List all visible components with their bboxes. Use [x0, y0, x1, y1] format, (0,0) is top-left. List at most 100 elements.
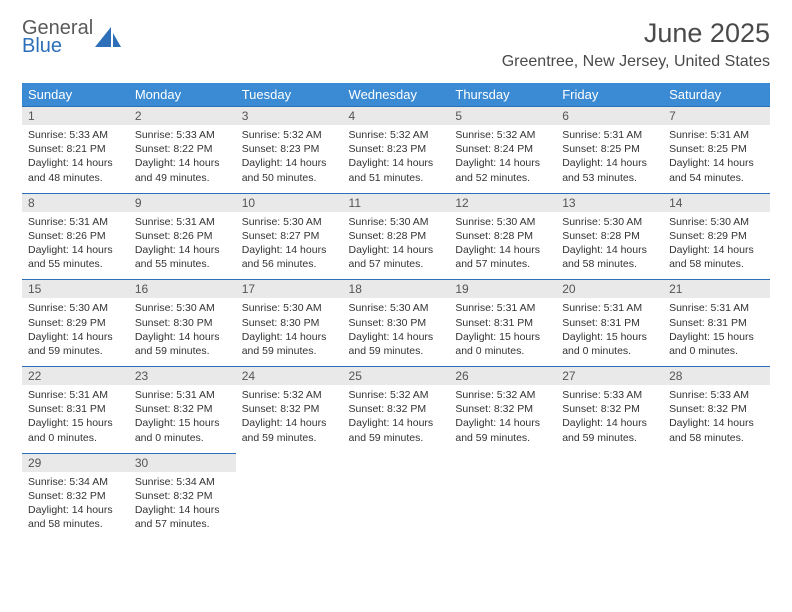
day-details: Sunrise: 5:30 AMSunset: 8:29 PMDaylight:… — [663, 212, 770, 280]
daylight-line: Daylight: 14 hours and 59 minutes. — [349, 330, 444, 358]
empty-cell — [449, 472, 556, 540]
sunrise-line: Sunrise: 5:30 AM — [28, 301, 123, 315]
empty-cell — [236, 472, 343, 540]
weekday-header: Saturday — [663, 83, 770, 107]
sunrise-line: Sunrise: 5:30 AM — [349, 215, 444, 229]
sunrise-line: Sunrise: 5:32 AM — [455, 388, 550, 402]
daylight-line: Daylight: 14 hours and 55 minutes. — [28, 243, 123, 271]
sunset-line: Sunset: 8:28 PM — [349, 229, 444, 243]
day-number: 27 — [556, 367, 663, 386]
weekday-header-row: Sunday Monday Tuesday Wednesday Thursday… — [22, 83, 770, 107]
sunrise-line: Sunrise: 5:30 AM — [135, 301, 230, 315]
day-details: Sunrise: 5:30 AMSunset: 8:30 PMDaylight:… — [343, 298, 450, 366]
sunrise-line: Sunrise: 5:31 AM — [562, 301, 657, 315]
day-detail-row: Sunrise: 5:31 AMSunset: 8:31 PMDaylight:… — [22, 385, 770, 453]
brand-word-2: Blue — [22, 36, 93, 56]
daylight-line: Daylight: 15 hours and 0 minutes. — [562, 330, 657, 358]
sunrise-line: Sunrise: 5:30 AM — [669, 215, 764, 229]
sunrise-line: Sunrise: 5:30 AM — [242, 301, 337, 315]
sunset-line: Sunset: 8:25 PM — [562, 142, 657, 156]
day-number: 20 — [556, 280, 663, 299]
daylight-line: Daylight: 14 hours and 59 minutes. — [242, 416, 337, 444]
sunrise-line: Sunrise: 5:32 AM — [349, 388, 444, 402]
day-number-row: 891011121314 — [22, 193, 770, 212]
daylight-line: Daylight: 15 hours and 0 minutes. — [455, 330, 550, 358]
sunset-line: Sunset: 8:29 PM — [669, 229, 764, 243]
day-detail-row: Sunrise: 5:33 AMSunset: 8:21 PMDaylight:… — [22, 125, 770, 193]
day-detail-row: Sunrise: 5:31 AMSunset: 8:26 PMDaylight:… — [22, 212, 770, 280]
sunrise-line: Sunrise: 5:31 AM — [562, 128, 657, 142]
sunrise-line: Sunrise: 5:31 AM — [455, 301, 550, 315]
daylight-line: Daylight: 14 hours and 57 minutes. — [135, 503, 230, 531]
sunrise-line: Sunrise: 5:33 AM — [28, 128, 123, 142]
weekday-header: Tuesday — [236, 83, 343, 107]
daylight-line: Daylight: 14 hours and 52 minutes. — [455, 156, 550, 184]
day-number-row: 1234567 — [22, 107, 770, 126]
brand-sail-icon — [95, 27, 121, 49]
day-details: Sunrise: 5:31 AMSunset: 8:32 PMDaylight:… — [129, 385, 236, 453]
sunrise-line: Sunrise: 5:33 AM — [135, 128, 230, 142]
weekday-header: Friday — [556, 83, 663, 107]
daylight-line: Daylight: 14 hours and 54 minutes. — [669, 156, 764, 184]
day-details: Sunrise: 5:31 AMSunset: 8:31 PMDaylight:… — [449, 298, 556, 366]
day-detail-row: Sunrise: 5:30 AMSunset: 8:29 PMDaylight:… — [22, 298, 770, 366]
day-number: 30 — [129, 453, 236, 472]
title-block: June 2025 Greentree, New Jersey, United … — [502, 18, 770, 71]
sunrise-line: Sunrise: 5:30 AM — [349, 301, 444, 315]
day-number: 4 — [343, 107, 450, 126]
sunrise-line: Sunrise: 5:31 AM — [135, 388, 230, 402]
sunrise-line: Sunrise: 5:34 AM — [135, 475, 230, 489]
daylight-line: Daylight: 14 hours and 51 minutes. — [349, 156, 444, 184]
day-details: Sunrise: 5:30 AMSunset: 8:27 PMDaylight:… — [236, 212, 343, 280]
sunset-line: Sunset: 8:23 PM — [242, 142, 337, 156]
empty-cell — [236, 453, 343, 472]
daylight-line: Daylight: 14 hours and 59 minutes. — [242, 330, 337, 358]
sunset-line: Sunset: 8:31 PM — [562, 316, 657, 330]
daylight-line: Daylight: 14 hours and 49 minutes. — [135, 156, 230, 184]
day-details: Sunrise: 5:31 AMSunset: 8:31 PMDaylight:… — [663, 298, 770, 366]
sunset-line: Sunset: 8:21 PM — [28, 142, 123, 156]
daylight-line: Daylight: 15 hours and 0 minutes. — [135, 416, 230, 444]
weekday-header: Wednesday — [343, 83, 450, 107]
weekday-header: Thursday — [449, 83, 556, 107]
day-details: Sunrise: 5:31 AMSunset: 8:31 PMDaylight:… — [22, 385, 129, 453]
day-details: Sunrise: 5:34 AMSunset: 8:32 PMDaylight:… — [22, 472, 129, 540]
day-number: 24 — [236, 367, 343, 386]
day-number: 12 — [449, 193, 556, 212]
day-details: Sunrise: 5:32 AMSunset: 8:32 PMDaylight:… — [343, 385, 450, 453]
day-details: Sunrise: 5:30 AMSunset: 8:30 PMDaylight:… — [236, 298, 343, 366]
month-title: June 2025 — [502, 18, 770, 49]
day-number: 16 — [129, 280, 236, 299]
day-detail-row: Sunrise: 5:34 AMSunset: 8:32 PMDaylight:… — [22, 472, 770, 540]
daylight-line: Daylight: 14 hours and 55 minutes. — [135, 243, 230, 271]
sunrise-line: Sunrise: 5:31 AM — [135, 215, 230, 229]
daylight-line: Daylight: 14 hours and 59 minutes. — [349, 416, 444, 444]
day-number: 23 — [129, 367, 236, 386]
day-details: Sunrise: 5:32 AMSunset: 8:24 PMDaylight:… — [449, 125, 556, 193]
daylight-line: Daylight: 14 hours and 59 minutes. — [28, 330, 123, 358]
sunset-line: Sunset: 8:26 PM — [28, 229, 123, 243]
day-details: Sunrise: 5:30 AMSunset: 8:28 PMDaylight:… — [343, 212, 450, 280]
day-number: 7 — [663, 107, 770, 126]
empty-cell — [343, 472, 450, 540]
calendar-body: 1234567Sunrise: 5:33 AMSunset: 8:21 PMDa… — [22, 107, 770, 540]
day-details: Sunrise: 5:33 AMSunset: 8:32 PMDaylight:… — [556, 385, 663, 453]
sunrise-line: Sunrise: 5:32 AM — [242, 128, 337, 142]
day-details: Sunrise: 5:32 AMSunset: 8:23 PMDaylight:… — [236, 125, 343, 193]
sunset-line: Sunset: 8:32 PM — [455, 402, 550, 416]
brand-logo: General Blue — [22, 18, 121, 56]
day-number: 13 — [556, 193, 663, 212]
daylight-line: Daylight: 14 hours and 58 minutes. — [669, 416, 764, 444]
daylight-line: Daylight: 14 hours and 58 minutes. — [28, 503, 123, 531]
daylight-line: Daylight: 15 hours and 0 minutes. — [28, 416, 123, 444]
day-number: 26 — [449, 367, 556, 386]
day-number: 9 — [129, 193, 236, 212]
day-number: 5 — [449, 107, 556, 126]
empty-cell — [343, 453, 450, 472]
sunset-line: Sunset: 8:26 PM — [135, 229, 230, 243]
header: General Blue June 2025 Greentree, New Je… — [0, 0, 792, 75]
day-number-row: 15161718192021 — [22, 280, 770, 299]
day-number: 1 — [22, 107, 129, 126]
day-number-row: 22232425262728 — [22, 367, 770, 386]
empty-cell — [663, 453, 770, 472]
